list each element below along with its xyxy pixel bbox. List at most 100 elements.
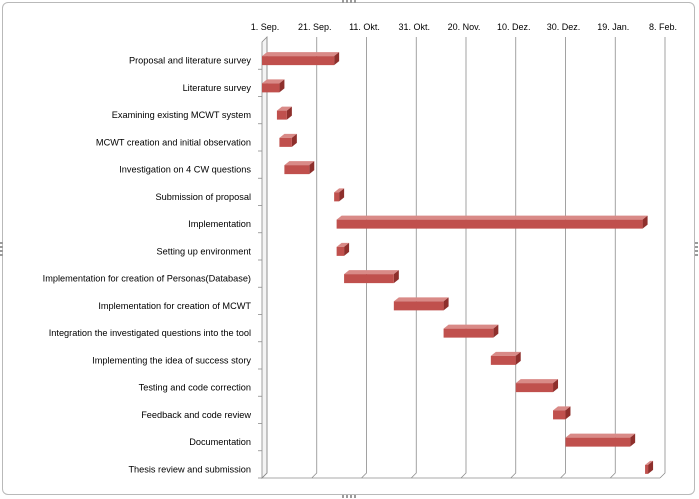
bar-side [309,161,315,175]
bar-side [291,133,297,147]
bar-top [262,52,340,57]
bar-top [565,433,636,438]
resize-handle-bottom[interactable] [342,495,356,498]
task-label: Feedback and code review [141,410,251,420]
resize-handle-right[interactable] [695,242,698,256]
bar-front [553,410,566,420]
resize-handle-top[interactable] [342,0,356,3]
bar-side [515,351,521,365]
x-tick-label: 10. Dez. [497,22,531,32]
bar-top [393,297,449,302]
x-tick-label: 21. Sep. [298,22,332,32]
gridline [560,37,566,479]
bar-front [490,355,516,365]
bar-front [515,383,554,393]
task-bar [262,79,285,93]
bar-top [334,188,345,193]
chart-area: 1. Sep. 21. Sep. 11. Okt. 31. Okt. 20. Nov. 1… [2,2,695,495]
task-bar [334,188,345,202]
x-axis-ticks: 1. Sep. 21. Sep. 11. Okt. 31. Okt. 20. Nov. 1… [251,22,677,32]
task-bar [515,379,559,393]
task-label: Implementing the idea of success story [92,355,251,365]
gridline [609,37,616,479]
x-tick-label: 8. Feb. [649,22,677,32]
gridline [261,37,268,479]
bar-top [262,79,285,84]
bar-side [344,242,350,256]
bar-top [336,242,350,247]
x-tick-label: 20. Nov. [448,22,481,32]
task-label: Implementation for creation of Personas(… [43,274,251,284]
task-bar [336,215,648,229]
gridline [361,37,367,479]
task-label: Proposal and literature survey [129,56,251,66]
task-bar [443,324,499,338]
bar-front [279,137,292,147]
task-bar [553,406,571,420]
task-bar [393,297,449,311]
bar-front [336,219,643,229]
bar-top [336,215,648,220]
task-bar [344,270,399,284]
bar-top [344,270,399,275]
bar-side [443,297,449,311]
bar-side [334,52,340,66]
task-label: Integration the investigated questions i… [49,328,251,338]
gridline [410,37,417,479]
bar-front [393,301,444,311]
bar-top [443,324,499,329]
bar-side [630,433,636,447]
resize-handle-left[interactable] [0,242,3,256]
task-label: Implementation [188,219,251,229]
bar-top [515,379,559,384]
task-label: Examining existing MCWT system [112,110,252,120]
bar-top [490,351,521,356]
bar-front [334,192,340,202]
task-bar [284,161,315,175]
task-label: Submission of proposal [156,192,252,202]
task-label: Setting up environment [157,246,252,256]
bar-side [553,379,559,393]
task-bar [336,242,350,256]
bar-front [262,83,280,93]
task-bar [279,133,297,147]
task-label: Implementation for creation of MCWT [98,301,251,311]
task-bar [645,460,654,474]
bar-front [344,274,394,284]
x-tick-label: 31. Okt. [398,22,430,32]
bar-top [284,161,315,166]
bars [262,52,654,474]
bar-top [279,133,297,138]
bar-top [553,406,571,411]
bar-side [565,406,571,420]
bar-side [279,79,285,93]
x-tick-label: 19. Jan. [597,22,629,32]
gantt-chart: 1. Sep. 21. Sep. 11. Okt. 31. Okt. 20. Nov. 1… [43,22,677,479]
bar-side [339,188,345,202]
bar-top [645,460,654,465]
task-bar [490,351,521,365]
bar-front [565,437,631,447]
bar-top [276,106,292,111]
task-bar [276,106,292,120]
bar-front [443,328,494,338]
task-label: Investigation on 4 CW questions [119,165,251,175]
task-label: Literature survey [183,83,252,93]
gridlines [258,36,666,479]
gridline [460,37,467,479]
y-axis-labels: Proposal and literature survey Literature… [43,56,252,475]
gridline [510,37,517,479]
task-label: MCWT creation and initial observation [96,137,251,147]
bar-front [276,110,287,120]
task-bar [262,52,340,66]
task-bar [565,433,636,447]
bar-side [286,106,292,120]
bar-side [648,460,654,474]
x-tick-label: 1. Sep. [251,22,280,32]
task-label: Thesis review and submission [128,464,251,474]
bar-front [336,246,345,256]
bar-side [642,215,648,229]
gridline [311,37,318,479]
task-label: Testing and code correction [139,383,251,393]
bar-side [393,270,399,284]
